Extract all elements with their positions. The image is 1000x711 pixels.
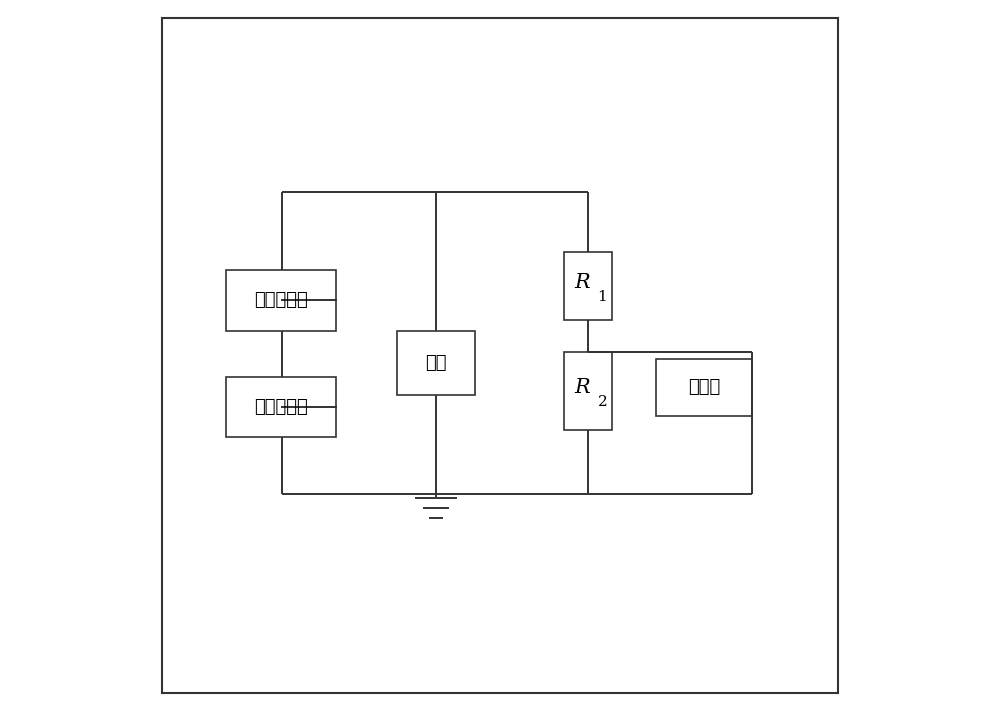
Text: 晶体: 晶体 — [425, 353, 447, 372]
Text: 1: 1 — [598, 290, 607, 304]
Bar — [226, 377, 336, 437]
Bar — [564, 352, 612, 430]
Text: 信号发生器: 信号发生器 — [254, 398, 308, 416]
Bar — [564, 252, 612, 320]
Text: 高压放大器: 高压放大器 — [254, 292, 308, 309]
Text: R: R — [575, 378, 590, 397]
Text: 2: 2 — [598, 395, 607, 409]
Bar — [656, 359, 752, 416]
Bar — [397, 331, 475, 395]
Bar — [226, 270, 336, 331]
Text: 示波器: 示波器 — [688, 378, 721, 397]
Text: R: R — [575, 273, 590, 292]
